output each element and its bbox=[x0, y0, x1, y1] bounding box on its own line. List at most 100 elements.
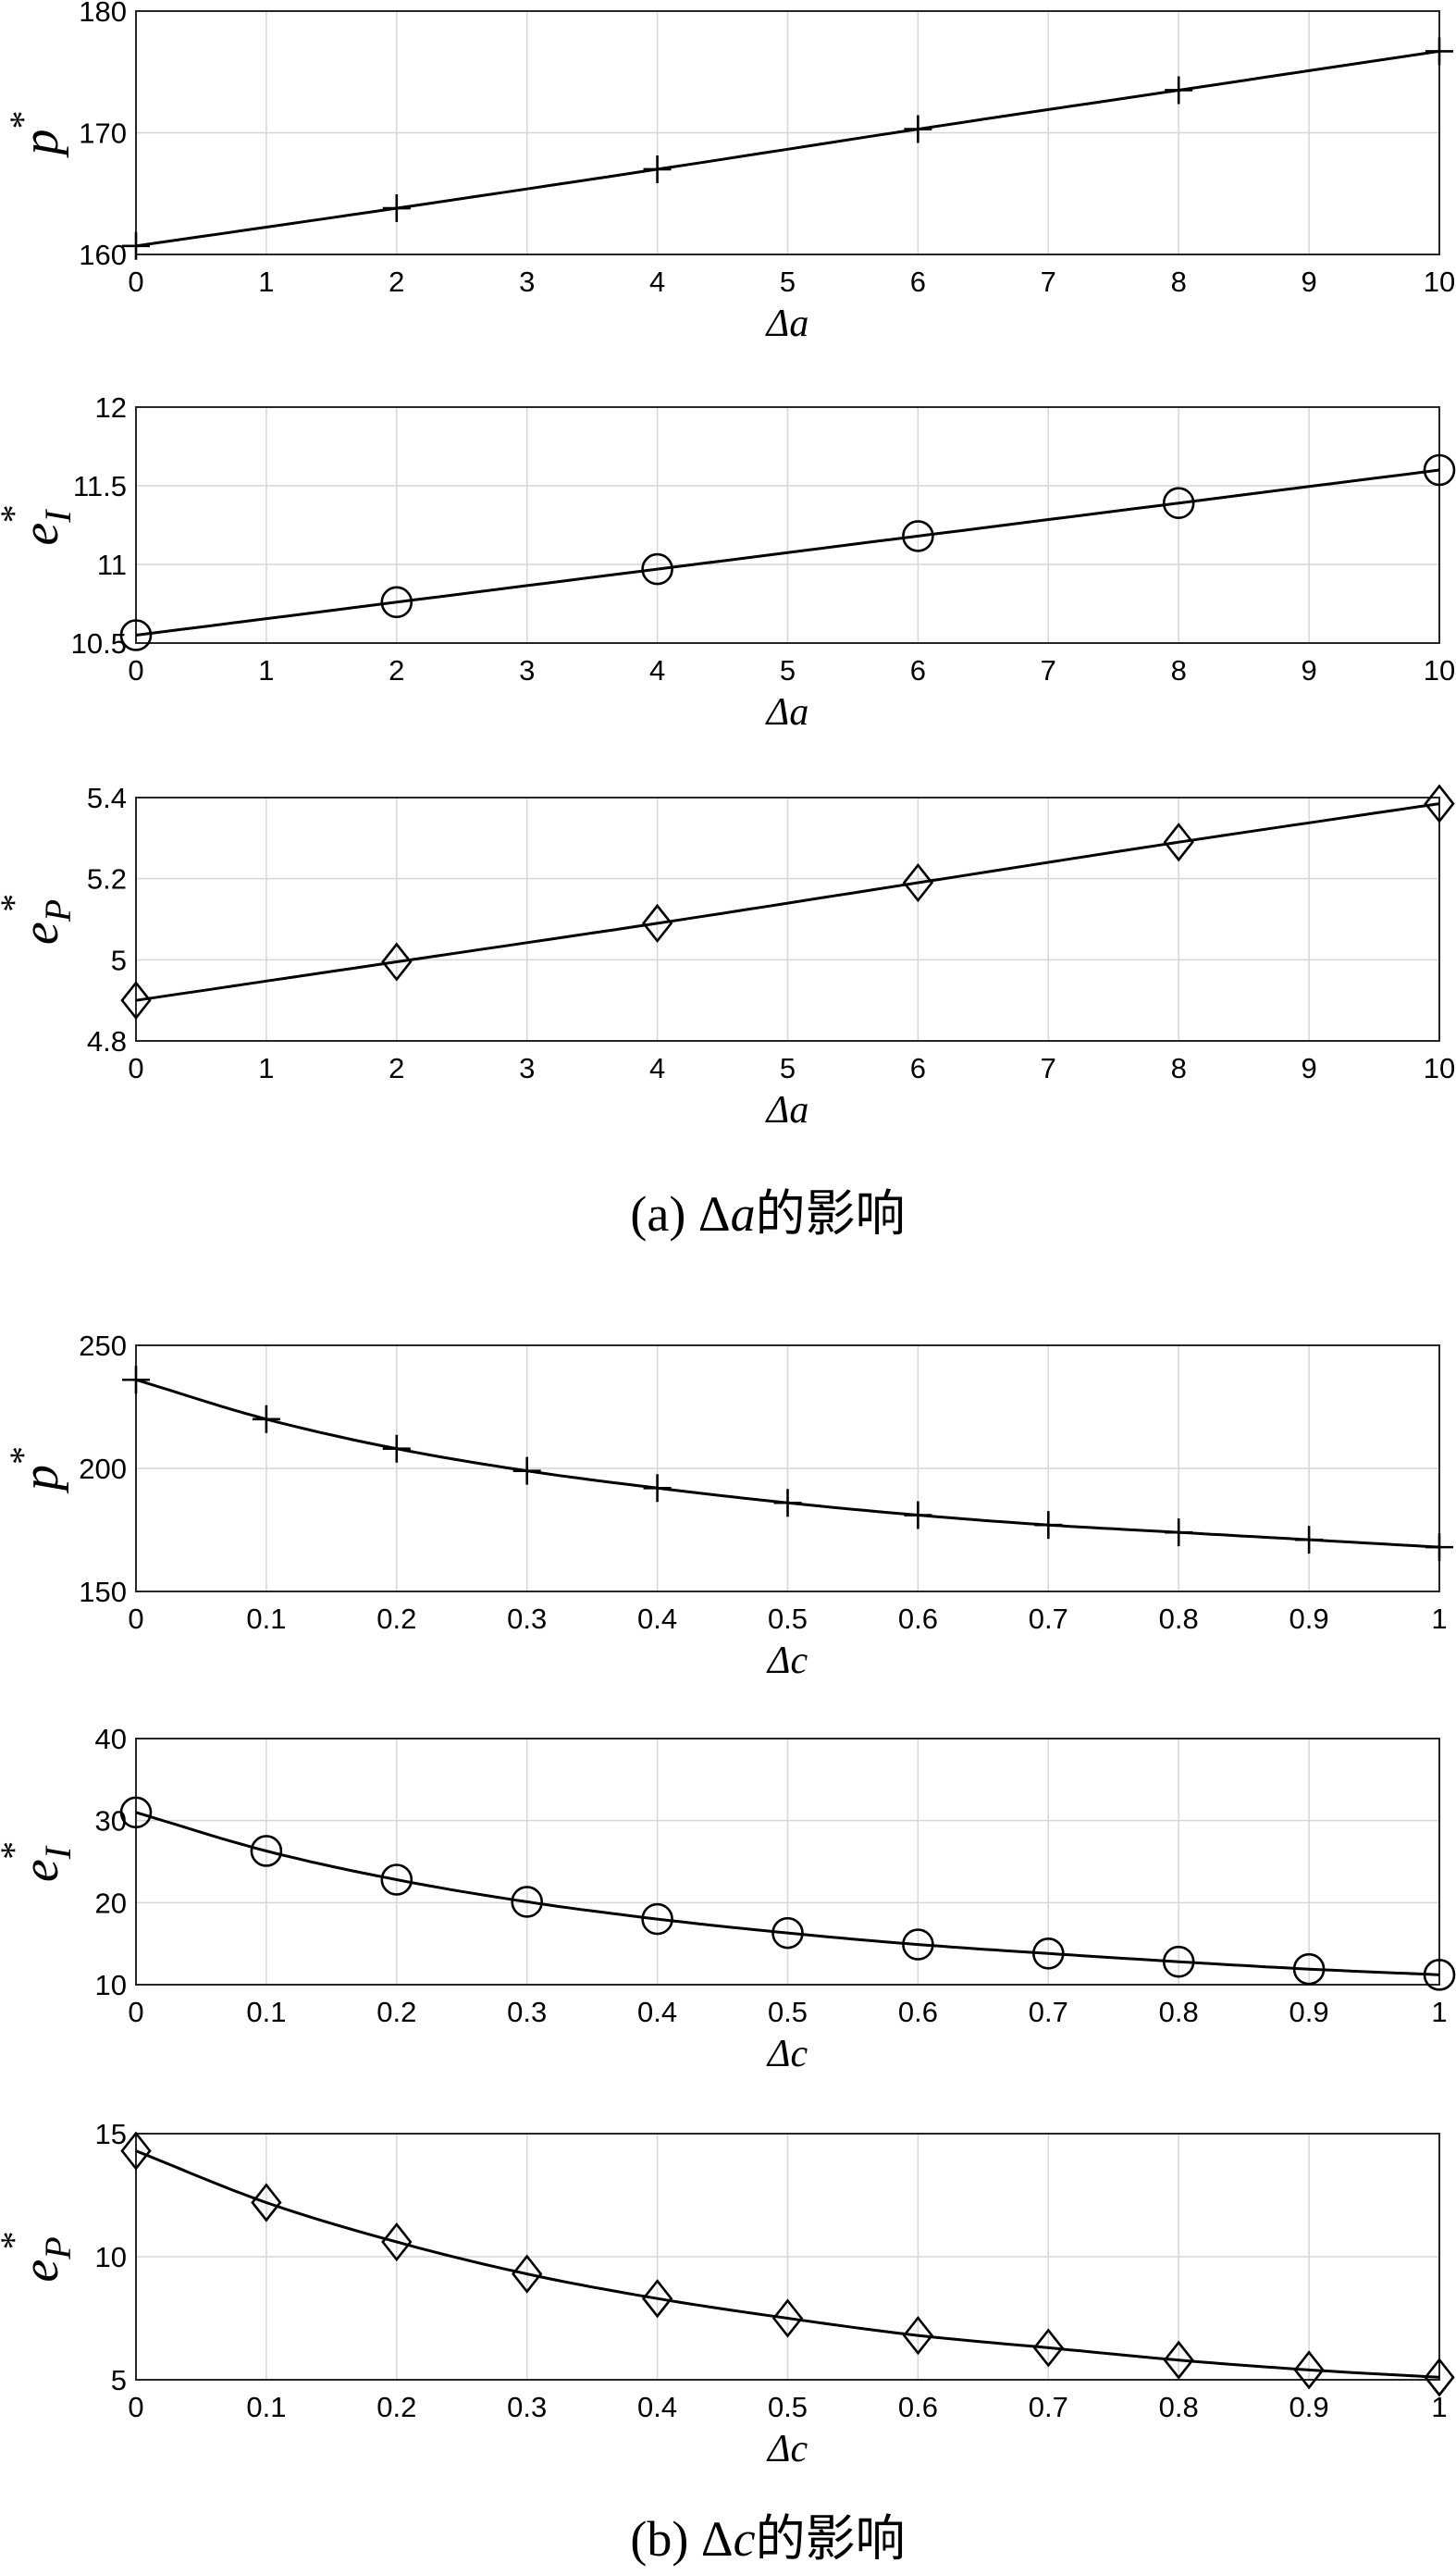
caption-variable: c bbox=[734, 2511, 756, 2567]
data-point-circle bbox=[250, 1835, 283, 1867]
y-tick-label: 10 bbox=[95, 2241, 127, 2273]
x-tick-label: 2 bbox=[389, 654, 404, 687]
data-point-circle bbox=[380, 1863, 413, 1896]
data-point-circle bbox=[902, 520, 934, 552]
x-tick-label: 0.1 bbox=[246, 1603, 286, 1635]
x-tick-label: 1 bbox=[258, 266, 274, 298]
data-point-diamond bbox=[641, 903, 673, 943]
caption-suffix: 的影响 bbox=[756, 2511, 906, 2567]
data-point-diamond bbox=[641, 2279, 673, 2319]
y-axis-label: eI* bbox=[0, 1841, 79, 1882]
data-point-plus bbox=[1034, 1511, 1063, 1540]
y-label-superscript: * bbox=[2, 1446, 43, 1465]
x-tick-label: 0.4 bbox=[637, 1996, 677, 2028]
data-point-plus bbox=[773, 1489, 802, 1517]
y-tick-label: 5 bbox=[111, 2364, 127, 2396]
x-axis-label: Δc bbox=[766, 2428, 808, 2470]
series-line bbox=[135, 2149, 1440, 2379]
x-tick-label: 5 bbox=[780, 266, 796, 298]
x-tick-label: 0.6 bbox=[898, 1603, 938, 1635]
x-tick-label: 0.9 bbox=[1289, 1603, 1329, 1635]
plot-frame bbox=[135, 10, 1440, 255]
x-tick-label: 6 bbox=[910, 266, 926, 298]
y-label-base: e bbox=[12, 1859, 69, 1882]
x-tick-label: 0.6 bbox=[898, 1996, 938, 2028]
data-point-circle bbox=[1423, 453, 1456, 487]
y-tick-label: 20 bbox=[95, 1887, 127, 1919]
y-label-base: p bbox=[12, 1465, 69, 1494]
x-tick-label: 0.4 bbox=[637, 2391, 677, 2423]
x-tick-label: 8 bbox=[1171, 654, 1187, 687]
data-point-circle bbox=[119, 619, 153, 651]
data-point-circle bbox=[380, 586, 413, 619]
y-tick-label: 11 bbox=[97, 549, 127, 581]
y-tick-label: 10.5 bbox=[71, 627, 127, 660]
x-tick-label: 6 bbox=[910, 654, 926, 687]
data-point-plus bbox=[1295, 1526, 1324, 1554]
data-point-plus bbox=[1425, 37, 1453, 66]
x-tick-label: 0.7 bbox=[1029, 1603, 1068, 1635]
data-point-circle bbox=[1423, 1959, 1456, 1991]
y-tick-label: 5.4 bbox=[87, 782, 127, 814]
x-tick-label: 0.7 bbox=[1029, 2391, 1068, 2423]
x-tick-label: 0.9 bbox=[1289, 2391, 1329, 2423]
data-point-diamond bbox=[1424, 2358, 1455, 2397]
data-point-diamond bbox=[120, 2131, 152, 2171]
x-tick-label: 3 bbox=[519, 654, 535, 687]
plot-frame bbox=[135, 1738, 1440, 1986]
data-point-diamond bbox=[902, 2316, 934, 2356]
x-tick-label: 4 bbox=[649, 654, 665, 687]
y-axis-label: eP* bbox=[0, 894, 79, 945]
x-tick-label: 10 bbox=[1424, 1052, 1455, 1084]
y-tick-label: 5.2 bbox=[87, 863, 127, 896]
y-label-subscript: P bbox=[37, 2236, 79, 2259]
x-tick-label: 0.8 bbox=[1159, 2391, 1199, 2423]
plot-frame bbox=[135, 406, 1440, 644]
x-tick-label: 0.3 bbox=[507, 2391, 547, 2423]
x-tick-label: 0.2 bbox=[376, 1603, 416, 1635]
x-axis-label: Δc bbox=[766, 2033, 808, 2075]
y-label-subscript: I bbox=[37, 1845, 79, 1860]
x-tick-label: 0.7 bbox=[1029, 1996, 1068, 2028]
data-point-circle bbox=[511, 1886, 544, 1918]
data-point-circle bbox=[641, 552, 673, 586]
data-point-diamond bbox=[381, 942, 413, 982]
x-tick-label: 0.1 bbox=[246, 1996, 286, 2028]
y-tick-label: 5 bbox=[111, 944, 127, 976]
y-tick-label: 150 bbox=[79, 1576, 127, 1608]
x-tick-label: 3 bbox=[519, 1052, 535, 1084]
figure-caption: (a) Δa的影响 bbox=[630, 1186, 905, 1242]
y-label-subscript: I bbox=[37, 509, 79, 524]
data-point-plus bbox=[904, 115, 932, 143]
figure-caption: (b) Δc的影响 bbox=[630, 2511, 905, 2567]
y-tick-label: 10 bbox=[95, 1969, 127, 2001]
data-point-circle bbox=[641, 1902, 673, 1936]
y-tick-label: 4.8 bbox=[87, 1025, 127, 1058]
x-tick-label: 1 bbox=[258, 654, 274, 687]
data-point-diamond bbox=[1163, 2340, 1194, 2380]
y-label-base: e bbox=[12, 2259, 69, 2283]
x-tick-label: 7 bbox=[1041, 266, 1056, 298]
data-point-diamond bbox=[1293, 2350, 1325, 2390]
series-line bbox=[135, 49, 1440, 248]
x-tick-label: 8 bbox=[1171, 1052, 1187, 1084]
x-axis-label: Δc bbox=[766, 1640, 808, 1682]
data-point-plus bbox=[904, 1501, 932, 1529]
x-tick-label: 0.6 bbox=[898, 2391, 938, 2423]
x-tick-label: 0 bbox=[128, 1603, 143, 1635]
x-tick-label: 10 bbox=[1424, 654, 1455, 687]
caption-variable: a bbox=[731, 1186, 756, 1242]
x-tick-label: 0.2 bbox=[376, 1996, 416, 2028]
x-tick-label: 0.8 bbox=[1159, 1603, 1199, 1635]
data-point-plus bbox=[512, 1456, 541, 1485]
data-point-plus bbox=[643, 1474, 672, 1503]
y-label-superscript: * bbox=[0, 504, 34, 523]
chart-panel-3: 0 1 2 3 4 5 6 7 8 9 10 4.8 5 5.2 5.4 Δa eP* bbox=[0, 782, 1455, 1132]
series-line bbox=[135, 1811, 1440, 1976]
x-tick-label: 1 bbox=[1431, 1603, 1447, 1635]
y-label-subscript: P bbox=[37, 899, 79, 922]
y-label-superscript: * bbox=[0, 2231, 34, 2249]
y-tick-label: 160 bbox=[79, 239, 127, 271]
caption-suffix: 的影响 bbox=[756, 1186, 906, 1242]
